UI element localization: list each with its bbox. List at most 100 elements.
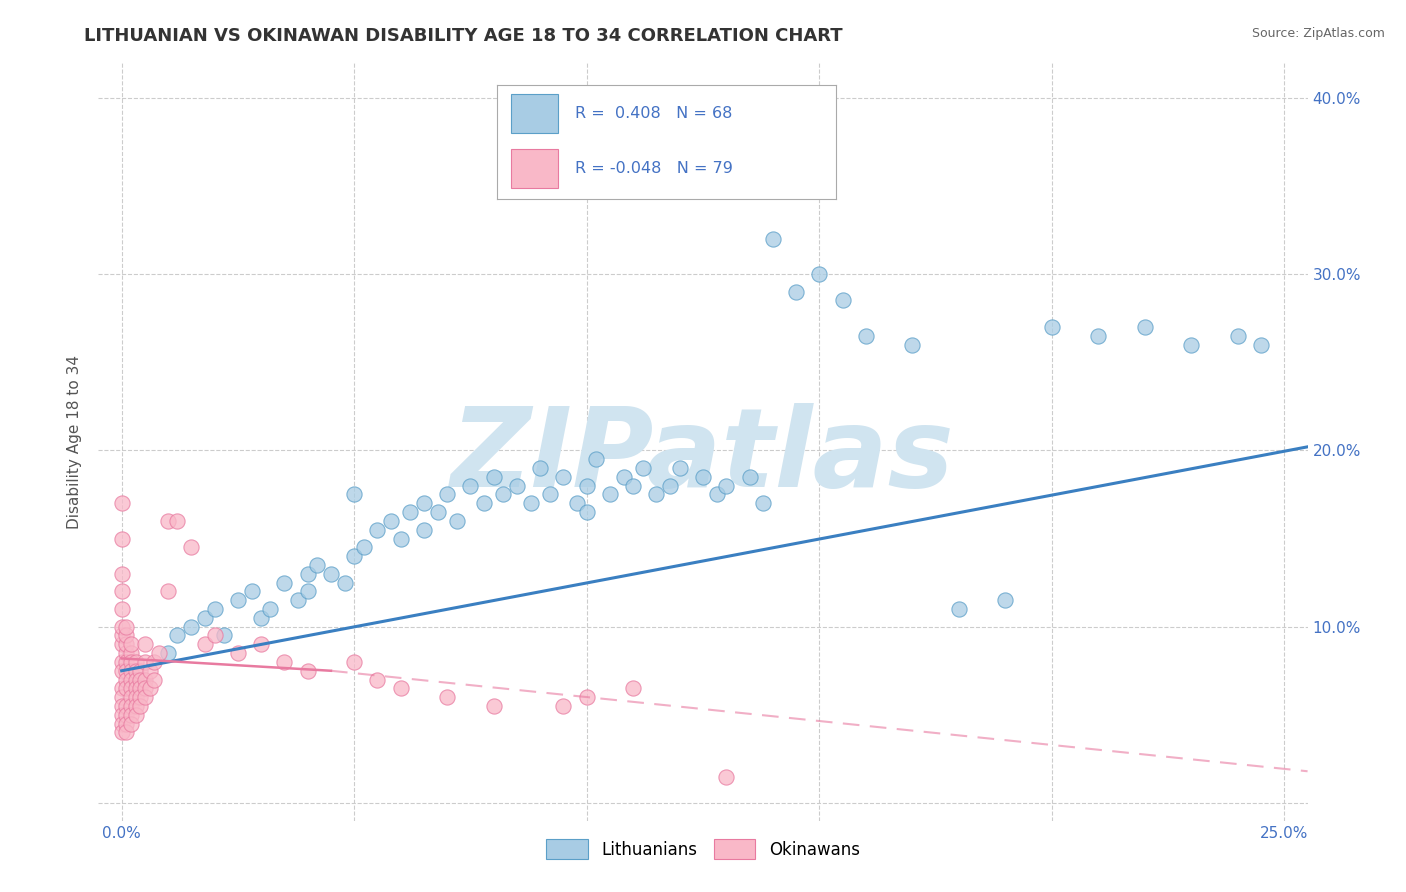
Point (297, 664, 319, 678)
Point (621, 681, 644, 696)
Point (120, 690, 142, 705)
Point (134, 681, 156, 696)
Point (343, 655, 366, 669)
Point (240, 584, 263, 599)
Point (212, 628, 235, 642)
Point (250, 611, 273, 625)
Point (111, 716, 134, 731)
Point (166, 628, 188, 642)
Point (716, 478, 738, 492)
Point (538, 487, 561, 501)
Point (506, 478, 529, 492)
Point (706, 487, 728, 501)
Text: ZIPatlas: ZIPatlas (451, 403, 955, 510)
Point (426, 505, 449, 519)
Point (994, 593, 1017, 607)
Point (948, 602, 970, 616)
Point (129, 690, 152, 705)
Point (134, 655, 156, 669)
Point (115, 707, 138, 722)
Point (115, 620, 138, 634)
Point (180, 541, 202, 555)
Point (111, 681, 134, 696)
Point (166, 514, 188, 528)
Point (413, 523, 436, 537)
Point (575, 478, 598, 492)
Point (134, 673, 156, 687)
Point (157, 584, 180, 599)
Point (115, 646, 138, 660)
Point (1040, 320, 1063, 334)
Point (1180, 337, 1202, 351)
Point (273, 575, 295, 590)
Point (575, 505, 598, 519)
Point (194, 611, 217, 625)
Point (613, 470, 636, 484)
Point (413, 496, 436, 510)
Point (124, 707, 146, 722)
Point (111, 620, 134, 634)
Point (129, 699, 152, 714)
Point (120, 646, 142, 660)
Point (111, 699, 134, 714)
Point (226, 593, 249, 607)
Point (259, 602, 281, 616)
Point (692, 470, 714, 484)
Point (115, 699, 138, 714)
Point (111, 584, 134, 599)
Point (389, 532, 412, 546)
Point (120, 673, 142, 687)
Point (111, 496, 134, 510)
Point (115, 655, 138, 669)
Point (553, 470, 575, 484)
Point (115, 637, 138, 651)
Point (138, 681, 160, 696)
Point (115, 681, 138, 696)
Point (305, 558, 328, 572)
Text: LITHUANIAN VS OKINAWAN DISABILITY AGE 18 TO 34 CORRELATION CHART: LITHUANIAN VS OKINAWAN DISABILITY AGE 18… (84, 27, 844, 45)
Point (111, 566, 134, 581)
Point (111, 628, 134, 642)
Point (180, 620, 202, 634)
Point (148, 646, 170, 660)
Point (120, 716, 142, 731)
Point (124, 699, 146, 714)
Point (585, 452, 607, 467)
Point (529, 461, 551, 475)
Point (115, 673, 138, 687)
Point (808, 267, 831, 281)
Point (333, 575, 356, 590)
Point (446, 514, 468, 528)
Point (129, 673, 152, 687)
Point (204, 602, 226, 616)
Point (366, 523, 388, 537)
Point (353, 541, 375, 555)
Point (111, 664, 134, 678)
Point (380, 514, 402, 528)
Point (389, 681, 412, 696)
Point (343, 549, 366, 563)
Point (129, 681, 152, 696)
Y-axis label: Disability Age 18 to 34: Disability Age 18 to 34 (67, 354, 83, 529)
Point (716, 770, 738, 784)
Point (138, 664, 160, 678)
Point (111, 532, 134, 546)
Point (124, 655, 146, 669)
Point (482, 470, 505, 484)
Point (250, 637, 273, 651)
Point (124, 673, 146, 687)
Point (111, 707, 134, 722)
Point (436, 487, 458, 501)
Point (631, 461, 654, 475)
Point (399, 505, 422, 519)
Point (1133, 320, 1156, 334)
Point (738, 470, 761, 484)
Legend: Lithuanians, Okinawans: Lithuanians, Okinawans (540, 833, 866, 865)
Point (120, 637, 142, 651)
Point (287, 593, 309, 607)
Point (120, 707, 142, 722)
Point (668, 461, 690, 475)
Point (143, 673, 166, 687)
Point (436, 690, 458, 705)
Point (599, 487, 621, 501)
